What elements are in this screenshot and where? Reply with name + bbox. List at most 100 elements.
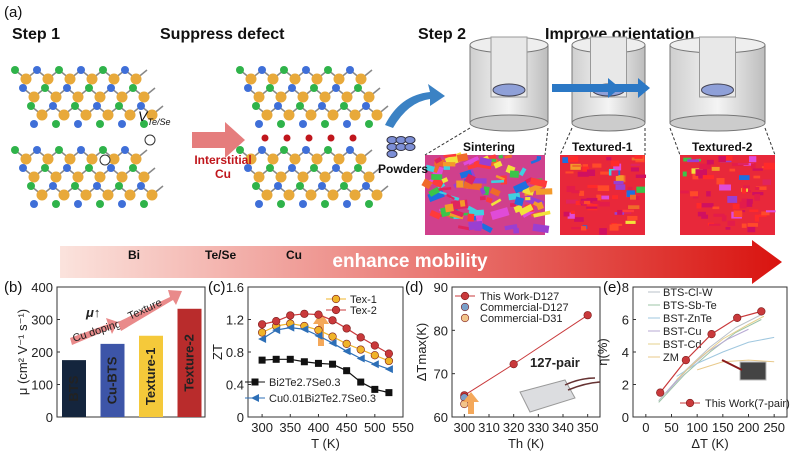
- te-se-atom: [129, 164, 137, 172]
- bi-atom: [363, 91, 375, 103]
- te-se-atom: [277, 200, 285, 208]
- legend-entry: BST-Cu: [663, 326, 702, 338]
- step2-label: Step 2: [418, 26, 467, 43]
- step2-title: Improve orientation: [545, 26, 695, 43]
- data-point: [356, 333, 365, 342]
- ebsd-grain: [749, 209, 759, 213]
- x-tick-label: 150: [712, 420, 734, 435]
- ebsd-grain: [754, 194, 761, 201]
- data-point: [272, 326, 281, 335]
- te-se-atom: [354, 164, 362, 172]
- bar: [100, 343, 125, 417]
- te-se-atom: [343, 200, 351, 208]
- bi-atom: [355, 73, 367, 85]
- ebsd-grain: [636, 186, 645, 193]
- y-tick-label: 0: [237, 410, 244, 425]
- ebsd-grain: [518, 204, 534, 216]
- te-se-atom: [299, 120, 307, 128]
- ebsd-grain: [713, 213, 725, 217]
- bar-label: Cu-BTS: [105, 356, 120, 404]
- bi-atom: [253, 91, 265, 103]
- ebsd-grain: [702, 175, 715, 180]
- ebsd-grain: [530, 158, 540, 165]
- ebsd-grain: [446, 194, 455, 200]
- data-point: [300, 309, 309, 318]
- te-se-atom: [121, 66, 129, 74]
- bi-atom: [50, 171, 62, 183]
- data-point: [384, 356, 394, 366]
- ebsd-grain: [582, 166, 589, 172]
- bi-atom: [297, 171, 309, 183]
- ebsd-grain: [571, 226, 582, 230]
- interstitial-cu-label: Interstitial Cu: [194, 153, 252, 181]
- ebsd-grain: [719, 184, 731, 191]
- ebsd-grain: [706, 191, 711, 197]
- ebsd-grain: [680, 190, 689, 194]
- ebsd-grain: [514, 196, 525, 207]
- ebsd-grain: [464, 173, 476, 185]
- step1-title: Suppress defect: [160, 26, 285, 43]
- te-se-atom: [310, 84, 318, 92]
- ebsd-grain: [459, 199, 466, 207]
- ebsd-grain: [504, 154, 513, 159]
- bi-atom: [327, 189, 339, 201]
- ebsd-grain: [467, 213, 475, 222]
- te-se-atom: [310, 164, 318, 172]
- ebsd-grain: [566, 199, 578, 204]
- ebsd-grain: [570, 210, 575, 214]
- legend-entry: BTS-Sb-Te: [663, 300, 717, 312]
- ebsd-grain: [721, 215, 727, 222]
- curved-arrow-icon: [385, 84, 445, 128]
- module-wires: [564, 377, 601, 391]
- bi-atom: [86, 73, 98, 85]
- bar: [139, 335, 163, 417]
- legend-entry: BST-ZnTe: [663, 313, 712, 325]
- ebsd-grain: [747, 223, 758, 227]
- bi-atom: [267, 73, 279, 85]
- data-point: [286, 311, 295, 320]
- x-tick-label: 350: [279, 420, 301, 435]
- legend-cu001bi2te27se03: Cu0.01Bi2Te2.7Se0.3: [269, 393, 376, 405]
- bi-atom: [108, 73, 120, 85]
- ebsd-grain: [627, 186, 633, 194]
- te-se-atom: [55, 66, 63, 74]
- ebsd-grain: [491, 179, 505, 184]
- x-tick-label: 300: [251, 420, 273, 435]
- te-se-atom: [11, 66, 19, 74]
- ebsd-grain: [431, 177, 444, 189]
- ebsd-grain: [615, 184, 626, 190]
- te-se-atom: [324, 66, 332, 74]
- bi-atom: [363, 171, 375, 183]
- bi-atom: [58, 109, 70, 121]
- cu-atom: [305, 134, 313, 142]
- bi-atom: [289, 153, 301, 165]
- powder-particle: [386, 150, 398, 158]
- x-tick-label: 0: [642, 420, 649, 435]
- mobility-arrow: [60, 240, 782, 284]
- y-tick-label: 0.4: [226, 378, 244, 393]
- ebsd-grain: [727, 220, 736, 226]
- zoom-line: [424, 127, 471, 156]
- bi-atom: [124, 189, 136, 201]
- ebsd-grain: [562, 157, 569, 164]
- ebsd-grain: [716, 178, 725, 185]
- te-se-atom: [252, 102, 260, 110]
- ebsd-grain: [571, 190, 580, 194]
- ebsd-grain: [611, 170, 619, 176]
- series-line: [676, 315, 765, 380]
- ebsd-grain: [479, 187, 486, 195]
- te-se-atom: [77, 66, 85, 74]
- legend-entry: This Work-D127: [480, 291, 559, 303]
- ebsd-grain: [712, 206, 720, 210]
- ebsd-grain: [471, 178, 487, 184]
- ebsd-grain: [509, 170, 519, 178]
- legend-marker: [460, 302, 470, 312]
- ebsd-grain: [456, 153, 469, 162]
- data-point: [329, 360, 337, 368]
- ebsd-grain: [613, 163, 622, 171]
- legend-bi: Bi: [128, 248, 140, 262]
- bi-atom: [245, 73, 257, 85]
- te-se-atom: [93, 102, 101, 110]
- data-point: [509, 360, 518, 369]
- bar: [177, 308, 202, 417]
